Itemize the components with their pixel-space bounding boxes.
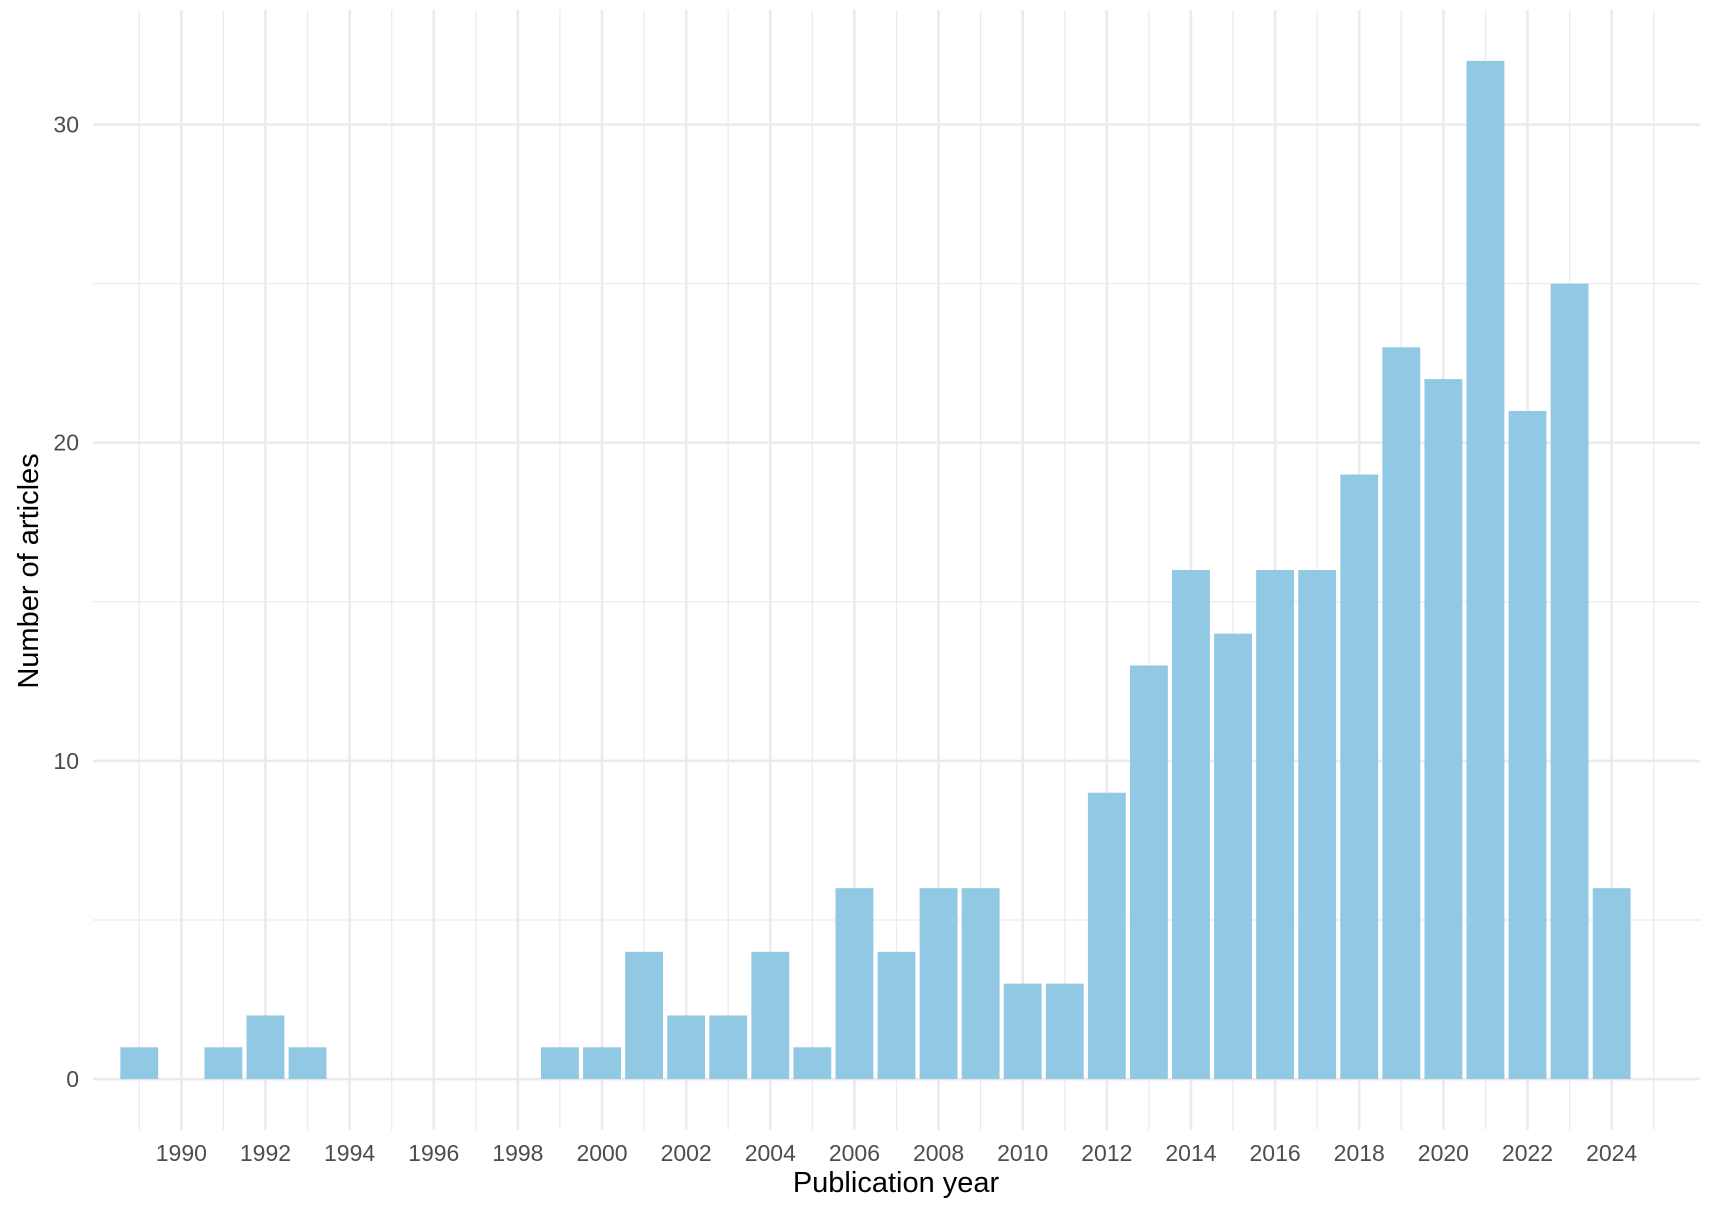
bar-1999 [541, 1047, 579, 1080]
y-axis-tick-labels: 0 10 20 30 [53, 112, 79, 1093]
x-tick-label: 2024 [1586, 1140, 1637, 1166]
bar-2024 [1592, 888, 1631, 1080]
x-tick-label: 2020 [1418, 1140, 1469, 1166]
bar-2005 [793, 1047, 832, 1080]
x-tick-label: 2010 [997, 1140, 1048, 1166]
bar-2021 [1466, 60, 1505, 1080]
y-tick-label: 20 [53, 430, 79, 456]
x-tick-label: 1992 [240, 1140, 291, 1166]
x-tick-label: 1996 [408, 1140, 459, 1166]
x-tick-label: 2006 [829, 1140, 880, 1166]
bars [120, 60, 1631, 1080]
x-tick-label: 1990 [156, 1140, 207, 1166]
y-axis-title: Number of articles [13, 453, 45, 688]
y-tick-label: 0 [66, 1066, 79, 1092]
bar-2003 [709, 1015, 748, 1080]
y-tick-label: 30 [53, 112, 79, 138]
x-tick-label: 2012 [1081, 1140, 1132, 1166]
bar-2015 [1214, 633, 1252, 1080]
x-tick-label: 2022 [1502, 1140, 1553, 1166]
x-axis-tick-labels: 1990 1992 1994 1996 1998 2000 2002 2004 2006 2008… [156, 1140, 1638, 1166]
bar-2023 [1550, 283, 1589, 1080]
bar-2013 [1129, 665, 1168, 1080]
bar-2007 [877, 951, 916, 1080]
bar-2020 [1424, 379, 1463, 1080]
bar-2002 [667, 1015, 706, 1080]
bar-1993 [288, 1047, 327, 1080]
bar-2019 [1382, 347, 1421, 1080]
bar-2011 [1045, 983, 1084, 1080]
bar-2014 [1172, 570, 1210, 1080]
bar-2004 [751, 951, 790, 1080]
bar-2008 [919, 888, 958, 1080]
x-tick-label: 2018 [1334, 1140, 1385, 1166]
x-axis-title: Publication year [793, 1167, 1000, 1199]
x-tick-label: 2016 [1250, 1140, 1301, 1166]
x-tick-label: 2008 [913, 1140, 964, 1166]
bar-2017 [1298, 570, 1337, 1080]
bar-1992 [246, 1015, 285, 1080]
bar-2012 [1087, 792, 1126, 1080]
bar-1989 [120, 1047, 159, 1080]
bar-2016 [1256, 570, 1295, 1080]
bar-2009 [961, 888, 1000, 1080]
bar-2022 [1508, 410, 1547, 1080]
bar-1991 [204, 1047, 243, 1080]
y-tick-label: 10 [53, 748, 79, 774]
x-tick-label: 2000 [576, 1140, 627, 1166]
bar-2000 [583, 1047, 621, 1080]
x-tick-label: 2004 [745, 1140, 796, 1166]
bar-2006 [835, 888, 874, 1080]
x-tick-label: 2002 [661, 1140, 712, 1166]
x-tick-label: 2014 [1165, 1140, 1216, 1166]
bar-2001 [625, 951, 664, 1080]
x-tick-label: 1994 [324, 1140, 375, 1166]
x-tick-label: 1998 [492, 1140, 543, 1166]
bar-2010 [1003, 983, 1042, 1080]
bar-2018 [1340, 474, 1379, 1080]
